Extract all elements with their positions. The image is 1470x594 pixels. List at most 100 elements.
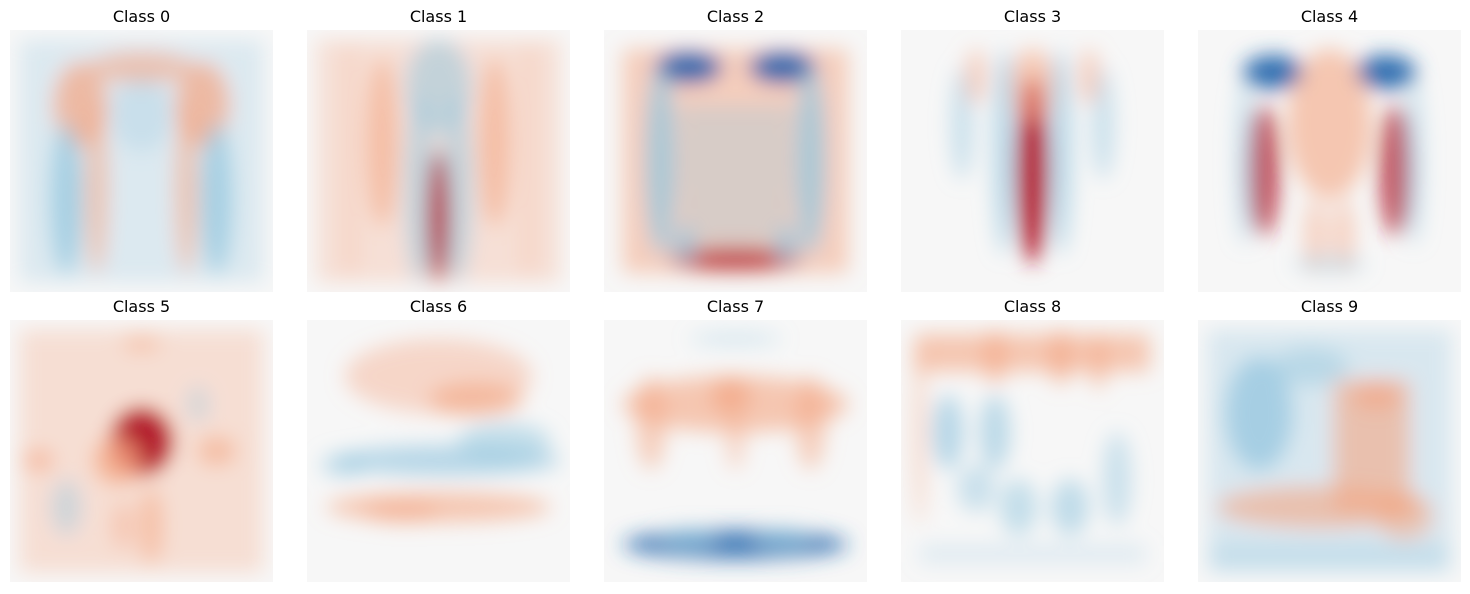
heatmap-blob bbox=[344, 48, 356, 274]
heatmap-blob bbox=[85, 104, 108, 274]
panel-title: Class 0 bbox=[112, 7, 171, 26]
heatmap-blob bbox=[175, 104, 198, 274]
heatmap-blob bbox=[111, 76, 172, 152]
heatmap-class-3 bbox=[901, 30, 1164, 292]
heatmap-class-2 bbox=[604, 30, 867, 292]
heatmap-blob bbox=[957, 465, 995, 512]
heatmap-blob bbox=[915, 334, 1150, 372]
heatmap-blob bbox=[1404, 76, 1424, 246]
heatmap-blob bbox=[1376, 493, 1433, 540]
heatmap-blob bbox=[655, 52, 722, 83]
heatmap-blob bbox=[679, 104, 792, 246]
heatmap-blob bbox=[51, 479, 82, 536]
heatmap-blob bbox=[672, 226, 696, 264]
heatmap-blob bbox=[429, 382, 524, 417]
heatmap-class-1 bbox=[307, 30, 570, 292]
heatmap-blob bbox=[983, 329, 1007, 386]
heatmap-blob bbox=[201, 123, 232, 274]
heatmap-class-8 bbox=[901, 320, 1164, 582]
heatmap-blob bbox=[186, 385, 210, 423]
heatmap-blob bbox=[754, 528, 811, 552]
heatmap-blob bbox=[1226, 357, 1292, 470]
heatmap-blob bbox=[404, 95, 435, 283]
heatmap-blob bbox=[321, 453, 369, 477]
heatmap-blob bbox=[89, 52, 194, 83]
heatmap-blob bbox=[479, 58, 510, 227]
heatmap-blob bbox=[1355, 55, 1416, 89]
heatmap-blob bbox=[660, 528, 717, 552]
heatmap-blob bbox=[1352, 380, 1400, 409]
panel-class-3: Class 3 bbox=[901, 7, 1164, 292]
panel-title: Class 7 bbox=[706, 297, 765, 316]
heatmap-blob bbox=[1051, 479, 1089, 536]
heatmap-blob bbox=[1273, 348, 1349, 386]
heatmap-blob bbox=[363, 500, 439, 524]
heatmap-blob bbox=[964, 48, 988, 105]
heatmap-blob bbox=[197, 436, 236, 466]
heatmap-blob bbox=[1243, 55, 1304, 89]
panel-title: Class 3 bbox=[1003, 7, 1062, 26]
heatmap-blob bbox=[1332, 198, 1355, 274]
heatmap-blob bbox=[622, 529, 849, 560]
heatmap-class-0 bbox=[10, 30, 273, 292]
heatmap-blob bbox=[979, 394, 1010, 470]
heatmap-blob bbox=[669, 248, 802, 271]
heatmap-blob bbox=[1235, 76, 1255, 246]
heatmap-blob bbox=[1077, 48, 1101, 105]
panel-class-0: Class 0 bbox=[10, 7, 273, 292]
heatmap-blob bbox=[367, 58, 398, 227]
heatmap-blob bbox=[122, 335, 161, 351]
heatmap-blob bbox=[950, 67, 974, 180]
heatmap-class-9 bbox=[1198, 320, 1461, 582]
heatmap-blob bbox=[919, 544, 1146, 564]
heatmap-blob bbox=[523, 48, 535, 274]
heatmap-blob bbox=[932, 394, 963, 470]
heatmap-blob bbox=[1009, 48, 1056, 124]
panel-class-1: Class 1 bbox=[307, 7, 570, 292]
heatmap-blob bbox=[1102, 432, 1132, 526]
heatmap-blob bbox=[442, 95, 473, 283]
heatmap-blob bbox=[1049, 329, 1072, 386]
panel-title: Class 5 bbox=[112, 297, 171, 316]
heatmap-blob bbox=[325, 492, 552, 523]
heatmap-blob bbox=[726, 413, 745, 470]
heatmap-blob bbox=[139, 488, 163, 564]
heatmap-class-7 bbox=[604, 320, 867, 582]
heatmap-blob bbox=[635, 376, 666, 470]
heatmap-class-5 bbox=[10, 320, 273, 582]
panel-title: Class 1 bbox=[409, 7, 468, 26]
panel-title: Class 6 bbox=[409, 297, 468, 316]
heatmap-blob bbox=[1287, 48, 1372, 199]
panel-class-2: Class 2 bbox=[604, 7, 867, 292]
heatmap-blob bbox=[94, 436, 142, 484]
heatmap-blob bbox=[51, 123, 82, 274]
heatmap-blob bbox=[1049, 48, 1072, 255]
panel-title: Class 8 bbox=[1003, 297, 1062, 316]
heatmap-class-6 bbox=[307, 320, 570, 582]
heatmap-blob bbox=[749, 52, 816, 83]
heatmap-blob bbox=[1216, 486, 1424, 528]
heatmap-blob bbox=[1212, 544, 1447, 568]
heatmap-blob bbox=[999, 479, 1038, 536]
heatmap-blob bbox=[645, 67, 676, 255]
panel-class-9: Class 9 bbox=[1198, 297, 1461, 582]
panel-class-7: Class 7 bbox=[604, 297, 867, 582]
heatmap-blob bbox=[429, 151, 448, 283]
panel-title: Class 9 bbox=[1300, 297, 1359, 316]
panel-title: Class 4 bbox=[1300, 7, 1359, 26]
panel-class-6: Class 6 bbox=[307, 297, 570, 582]
heatmap-blob bbox=[113, 502, 133, 550]
heatmap-blob bbox=[23, 451, 54, 470]
heatmap-blob bbox=[1017, 76, 1048, 264]
heatmap-blob bbox=[795, 67, 826, 255]
heatmap-blob bbox=[775, 226, 799, 264]
heatmap-blob bbox=[993, 48, 1016, 255]
heatmap-blob bbox=[912, 338, 928, 526]
heatmap-blob bbox=[1248, 104, 1279, 236]
heatmap-blob bbox=[688, 333, 783, 345]
heatmap-class-4 bbox=[1198, 30, 1461, 292]
heatmap-blob bbox=[1304, 198, 1327, 274]
panel-class-4: Class 4 bbox=[1198, 7, 1461, 292]
heatmap-blob bbox=[795, 376, 826, 470]
